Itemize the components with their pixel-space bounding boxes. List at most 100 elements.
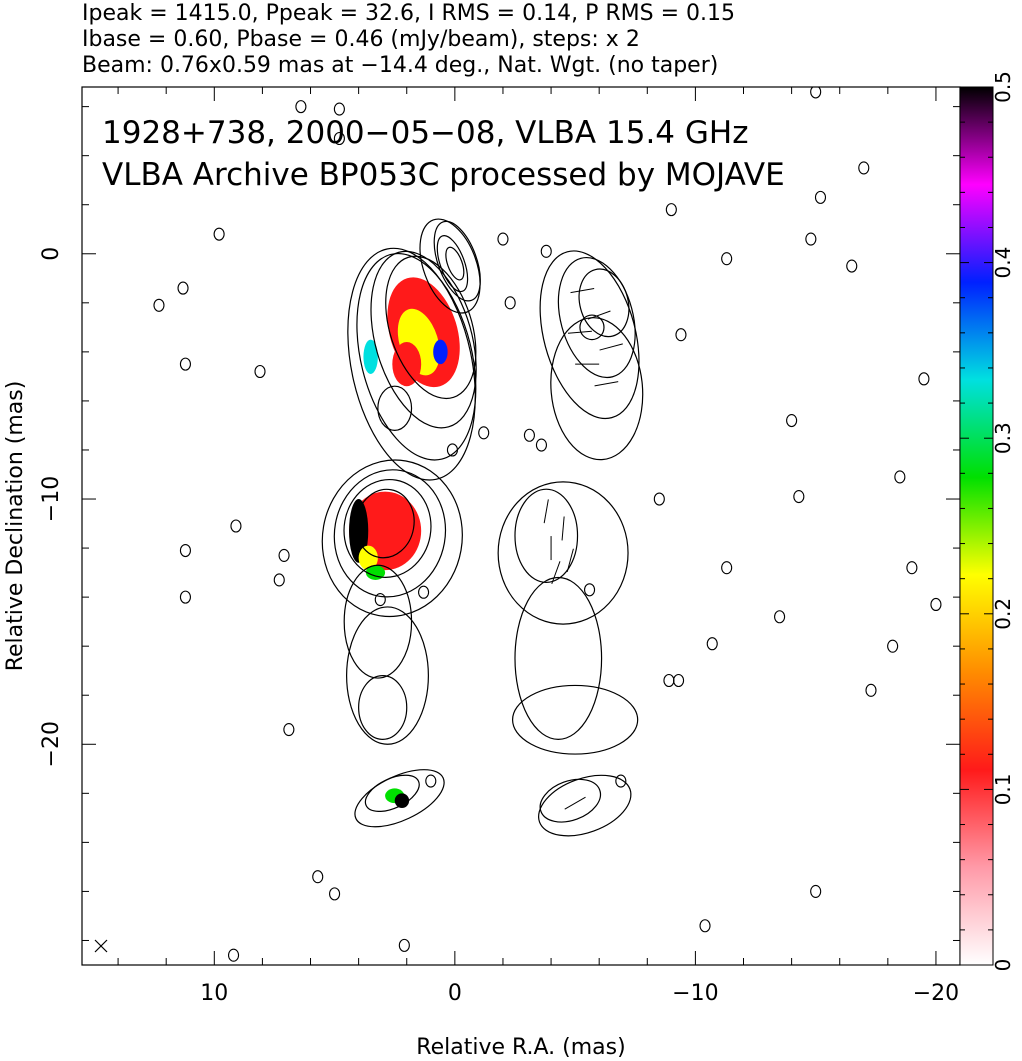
- noise-contour: [894, 470, 906, 484]
- total-intensity-contour: [419, 218, 481, 314]
- total-intensity-contour: [385, 255, 477, 400]
- noise-contour: [918, 372, 930, 386]
- noise-contour: [663, 673, 675, 688]
- polarized-intensity-contour: [550, 317, 644, 461]
- noise-contour: [887, 639, 899, 653]
- noise-contour: [858, 161, 870, 175]
- total-intensity-contour: [333, 469, 447, 598]
- colorbar-tick-label: 0.5: [991, 71, 1015, 103]
- colorbar-tick-label: 0.3: [991, 422, 1015, 454]
- x-tick-label: −20: [913, 981, 959, 1006]
- noise-contour: [283, 723, 295, 737]
- noise-contour: [665, 203, 677, 217]
- y-tick-label: −20: [39, 721, 64, 767]
- colorbar-tick-label: 0.4: [991, 247, 1015, 279]
- total-intensity-contour: [355, 488, 415, 559]
- evpa-vector: [564, 796, 586, 810]
- colorbar-tick-label: 0: [991, 959, 1015, 972]
- noise-contour: [213, 227, 225, 241]
- chart-title: 1928+738, 2000−05−08, VLBA 15.4 GHz: [102, 115, 748, 151]
- evpa-vector: [566, 548, 574, 573]
- header-line-2: Ibase = 0.60, Pbase = 0.46 (mJy/beam), s…: [82, 27, 640, 52]
- x-tick-label: 0: [448, 981, 462, 1006]
- total-intensity-contour: [343, 564, 413, 679]
- x-tick-label: 10: [200, 981, 228, 1006]
- noise-contour: [810, 884, 822, 898]
- fractional-polarization-region: [392, 342, 422, 387]
- noise-contour: [333, 102, 345, 116]
- noise-contour: [653, 492, 665, 506]
- x-axis-label: Relative R.A. (mas): [416, 1035, 625, 1060]
- noise-contour: [179, 590, 191, 604]
- evpa-vector: [561, 516, 565, 541]
- total-intensity-contour: [347, 247, 476, 481]
- noise-contour: [230, 519, 242, 533]
- noise-contour: [312, 870, 324, 884]
- chart-subtitle: VLBA Archive BP053C processed by MOJAVE: [102, 157, 785, 193]
- y-tick-label: 0: [39, 247, 64, 261]
- total-intensity-contour: [356, 252, 477, 461]
- polarized-intensity-contour: [539, 778, 602, 823]
- total-intensity-contour: [364, 774, 420, 812]
- noise-contour: [615, 774, 627, 788]
- noise-contour: [333, 131, 345, 146]
- fractional-polarization-region: [394, 793, 410, 809]
- total-intensity-contour: [343, 478, 432, 578]
- noise-contour: [793, 490, 805, 504]
- polarized-intensity-contour: [539, 250, 640, 420]
- total-intensity-contour: [358, 675, 408, 740]
- noise-contour: [153, 298, 165, 312]
- noise-contour: [425, 774, 437, 788]
- colorbar: [959, 86, 994, 966]
- noise-contour: [227, 948, 240, 962]
- noise-contour: [675, 328, 687, 342]
- header-line-1: Ipeak = 1415.0, Ppeak = 32.6, I RMS = 0.…: [82, 1, 735, 26]
- noise-contour: [805, 232, 817, 246]
- noise-contour: [906, 561, 918, 575]
- noise-contour: [418, 585, 430, 599]
- noise-contour: [278, 548, 290, 562]
- polarized-intensity-contour: [538, 774, 632, 837]
- evpa-vector: [567, 330, 592, 334]
- noise-contour: [930, 597, 942, 612]
- polarized-intensity-contour: [497, 481, 629, 625]
- noise-contour: [846, 259, 858, 273]
- noise-contour: [504, 296, 516, 310]
- noise-contour: [584, 583, 596, 597]
- noise-contour: [179, 543, 191, 558]
- polarized-intensity-contour: [514, 488, 579, 584]
- evpa-vector: [594, 381, 619, 387]
- noise-contour: [673, 673, 685, 688]
- noise-contour: [786, 413, 798, 428]
- polarized-intensity-contour: [557, 256, 636, 379]
- polarized-intensity-contour: [579, 314, 605, 341]
- noise-contour: [497, 232, 509, 246]
- fractional-polarization-region: [433, 339, 448, 365]
- noise-contour: [446, 443, 458, 457]
- total-intensity-contour: [370, 250, 477, 429]
- evpa-vector: [587, 310, 611, 320]
- total-intensity-contour: [445, 246, 465, 281]
- noise-contour: [273, 573, 285, 587]
- noise-contour: [523, 428, 535, 442]
- noise-contour: [774, 610, 786, 624]
- fractional-polarization-region: [365, 565, 386, 580]
- y-tick-label: −10: [39, 476, 64, 522]
- noise-contour: [535, 438, 547, 452]
- noise-contour: [540, 244, 552, 258]
- noise-contour: [810, 87, 822, 99]
- noise-contour: [865, 683, 877, 697]
- fractional-polarization-region: [363, 339, 378, 374]
- evpa-vector: [599, 343, 623, 351]
- noise-contour: [699, 919, 711, 933]
- noise-contour: [254, 364, 266, 379]
- fractional-polarization-region: [349, 499, 369, 563]
- colorbar-tick-label: 0.1: [991, 773, 1015, 805]
- noise-contour: [721, 561, 733, 575]
- total-intensity-contour: [377, 385, 413, 431]
- noise-contour: [398, 938, 410, 952]
- total-intensity-contour: [346, 606, 429, 745]
- noise-contour: [721, 252, 733, 266]
- evpa-vector: [543, 499, 549, 524]
